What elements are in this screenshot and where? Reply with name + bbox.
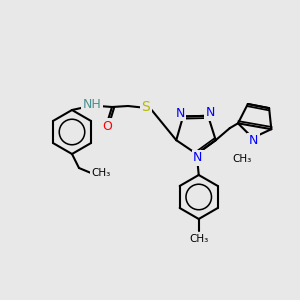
Text: CH₃: CH₃ xyxy=(92,168,111,178)
Text: CH₃: CH₃ xyxy=(189,234,208,244)
Text: N: N xyxy=(176,107,185,120)
Text: N: N xyxy=(206,106,215,119)
Text: O: O xyxy=(102,119,112,133)
Text: N: N xyxy=(193,152,202,164)
Text: N: N xyxy=(249,134,258,147)
Text: S: S xyxy=(142,100,150,114)
Text: NH: NH xyxy=(82,98,101,112)
Text: CH₃: CH₃ xyxy=(232,154,251,164)
